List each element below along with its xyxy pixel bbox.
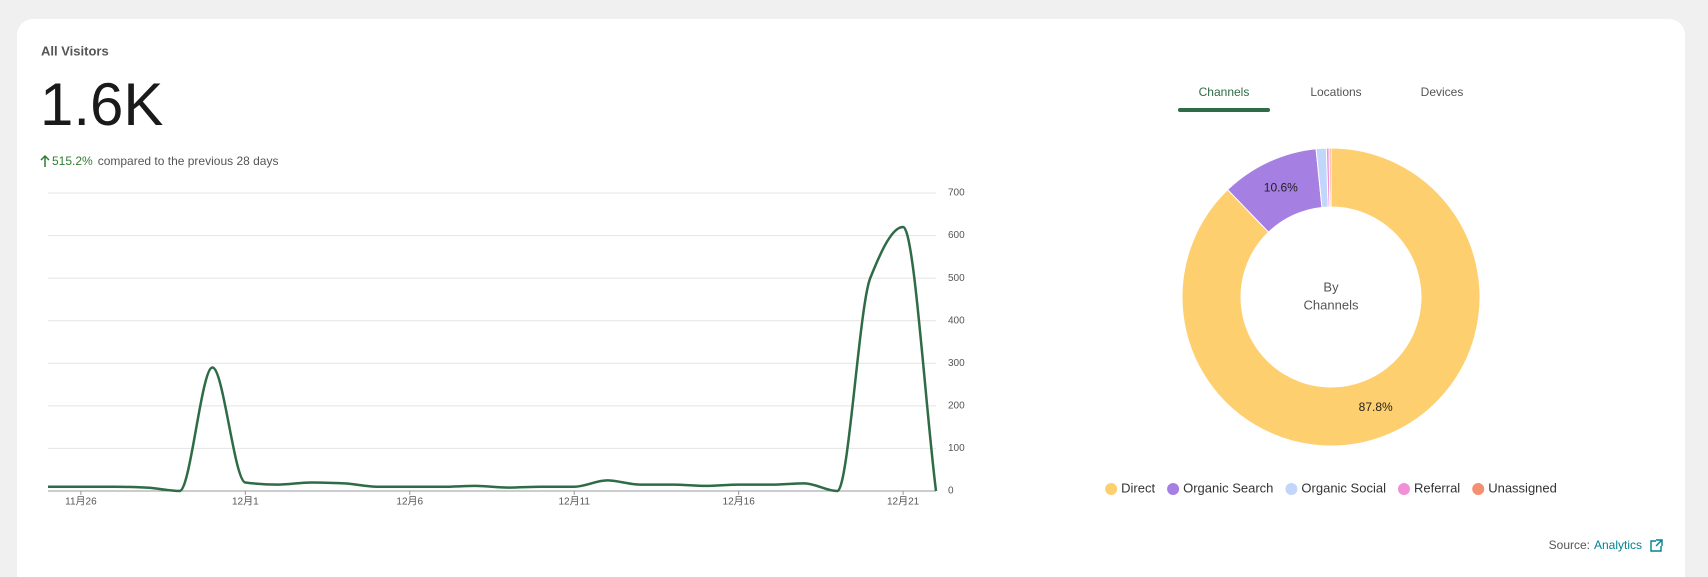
legend-label[interactable]: Direct <box>1121 480 1155 495</box>
x-tick-label: 11月26 <box>65 496 97 508</box>
y-tick-label: 400 <box>948 315 965 326</box>
tab[interactable]: Channels <box>1199 85 1250 99</box>
tab[interactable]: Devices <box>1421 85 1464 99</box>
line-series <box>48 225 938 493</box>
x-tick-label: 12月11 <box>558 496 590 508</box>
slice-label: 10.6% <box>1264 181 1298 195</box>
external-link-icon[interactable] <box>1650 539 1663 552</box>
source-link[interactable]: Analytics <box>1594 538 1642 552</box>
y-tick-label: 100 <box>948 443 965 454</box>
card-title: All Visitors <box>41 43 109 58</box>
legend-label[interactable]: Referral <box>1414 480 1460 495</box>
comparison: compared to the previous 28 days <box>98 154 279 168</box>
y-tick-label: 600 <box>948 230 965 241</box>
y-tick-label: 200 <box>948 400 965 411</box>
donut-center-label: By <box>1323 279 1339 294</box>
legend-label[interactable]: Organic Social <box>1301 480 1386 495</box>
legend-dot <box>1167 483 1180 495</box>
legend: Direct Organic Search Organic Social Referr… <box>1105 480 1557 495</box>
legend-dot <box>1472 483 1485 495</box>
legend-label[interactable]: Unassigned <box>1488 480 1557 495</box>
donut-slice <box>1181 147 1481 447</box>
card <box>17 19 1685 577</box>
legend-dot <box>1285 483 1298 495</box>
x-tick-label: 12月1 <box>232 496 259 508</box>
up-arrow <box>40 154 50 167</box>
y-tick-label: 700 <box>948 188 965 199</box>
y-tick-label: 500 <box>948 273 965 284</box>
donut-center-label: Channels <box>1304 297 1359 312</box>
slice-label: 87.8% <box>1359 400 1393 414</box>
change: 515.2% <box>52 154 93 168</box>
x-tick-label: 12月6 <box>396 496 423 508</box>
x-tick-label: 12月16 <box>723 496 756 508</box>
y-tick-label: 0 <box>948 486 954 497</box>
legend-dot <box>1397 483 1410 495</box>
legend-label[interactable]: Organic Search <box>1183 480 1273 495</box>
donut-slice <box>1328 147 1332 208</box>
legend-dot <box>1105 483 1118 495</box>
y-tick-label: 300 <box>948 358 965 369</box>
x-tick-label: 12月21 <box>887 496 920 508</box>
source-label: Source: <box>1549 538 1590 552</box>
tab[interactable]: Locations <box>1310 85 1361 99</box>
metric-value: 1.6K <box>40 71 163 138</box>
tab-underline <box>1178 108 1270 112</box>
